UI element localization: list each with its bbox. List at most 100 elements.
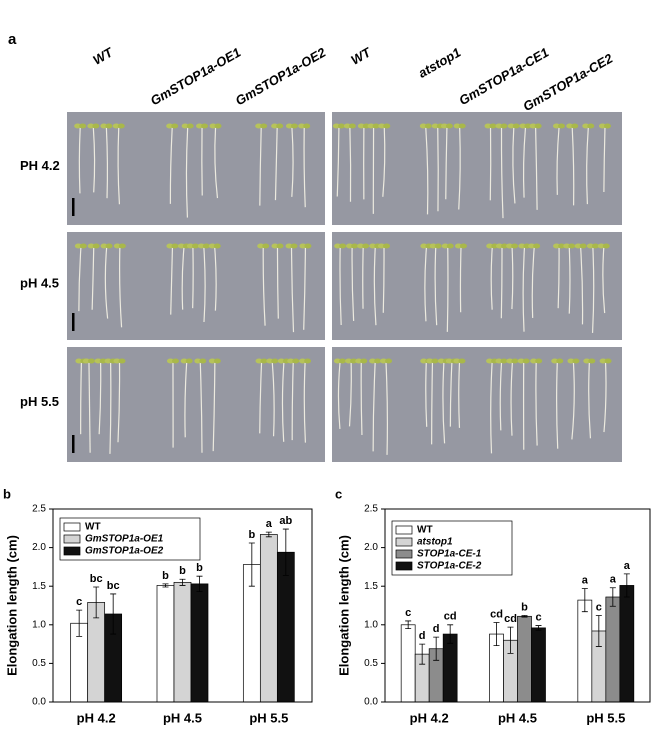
error-bar xyxy=(535,625,542,631)
seedling-root xyxy=(571,362,575,440)
seedling-leaf xyxy=(290,243,298,249)
seedling-leaf xyxy=(181,123,189,129)
seedling-leaf xyxy=(87,123,95,129)
seedling-root xyxy=(98,362,102,435)
bar xyxy=(619,585,635,703)
seedling-leaf xyxy=(534,123,542,129)
bar xyxy=(156,585,175,703)
error-bar xyxy=(265,531,272,538)
seedling-leaf xyxy=(74,123,82,129)
seedling-leaf xyxy=(420,243,428,249)
row-label: PH 4.2 xyxy=(20,158,60,173)
seedling-root xyxy=(449,362,453,427)
row-label: pH 4.5 xyxy=(20,275,59,290)
seedling-leaf xyxy=(209,123,217,129)
column-label: WT xyxy=(348,44,374,68)
seedling-leaf xyxy=(512,123,520,129)
seedling-root xyxy=(557,247,560,309)
seedling-leaf xyxy=(535,358,543,364)
seedling-root xyxy=(117,362,121,443)
seedling-leaf xyxy=(459,243,467,249)
seedling-leaf xyxy=(298,123,306,129)
seedling-root xyxy=(373,247,377,326)
seedling-leaf xyxy=(440,123,448,129)
seedling-leaf xyxy=(290,123,298,129)
significance-letter: c xyxy=(76,596,82,608)
seedling-root xyxy=(591,247,595,333)
seedling-leaf xyxy=(579,243,587,249)
y-tick-label: 0.5 xyxy=(364,658,378,669)
seedling-leaf xyxy=(194,358,202,364)
error-bar xyxy=(419,643,426,665)
x-tick-label: pH 4.5 xyxy=(163,710,202,725)
seedling-leaf xyxy=(519,123,527,129)
panel-label: a xyxy=(8,31,17,48)
seedling-root xyxy=(442,362,446,444)
seedling-root xyxy=(372,362,376,452)
seedling-leaf xyxy=(458,358,466,364)
seedling-leaf xyxy=(374,358,382,364)
seedling-root xyxy=(556,362,559,449)
seedling-leaf xyxy=(533,243,541,249)
significance-letter: b xyxy=(179,565,186,577)
error-bar xyxy=(196,575,203,593)
seedling-root xyxy=(382,127,386,197)
seedling-leaf xyxy=(260,358,268,364)
seedling-leaf xyxy=(113,243,121,249)
significance-letter: a xyxy=(582,574,589,586)
seedling-leaf xyxy=(79,123,87,129)
error-bar xyxy=(623,573,630,598)
bar xyxy=(531,627,546,703)
seedling-leaf xyxy=(517,358,525,364)
seedling-leaf xyxy=(304,358,312,364)
seedling-leaf xyxy=(591,243,599,249)
seedling-leaf xyxy=(171,123,179,129)
seedling-leaf xyxy=(208,358,216,364)
seedling-leaf xyxy=(196,123,204,129)
seedling-leaf xyxy=(445,358,453,364)
seedling-root xyxy=(88,362,91,453)
significance-letter: a xyxy=(610,574,617,586)
seedling-leaf xyxy=(348,123,356,129)
error-bar xyxy=(433,636,440,661)
seedling-leaf xyxy=(484,123,492,129)
seedling-leaf xyxy=(276,243,284,249)
seedling-leaf xyxy=(201,123,209,129)
seedling-leaf xyxy=(431,358,439,364)
seedling-root xyxy=(78,247,82,312)
error-bar xyxy=(248,542,255,587)
seedling-leaf xyxy=(166,123,174,129)
y-tick-label: 1.0 xyxy=(364,619,378,630)
seedling-root xyxy=(500,127,504,219)
seedling-leaf xyxy=(100,123,108,129)
seedling-leaf xyxy=(453,358,461,364)
seedling-leaf xyxy=(112,123,120,129)
seedling-leaf xyxy=(339,243,347,249)
seedling-root xyxy=(425,127,429,215)
y-tick-label: 0.0 xyxy=(364,697,378,708)
legend-box xyxy=(59,517,201,561)
seedling-leaf xyxy=(118,243,126,249)
seedling-leaf xyxy=(79,243,87,249)
seedling-root xyxy=(500,247,503,319)
seedling-leaf xyxy=(431,123,439,129)
seedling-root xyxy=(522,127,527,198)
legend-swatch xyxy=(395,561,413,571)
seedling-root xyxy=(105,127,109,199)
error-bar xyxy=(76,609,83,637)
seedling-leaf xyxy=(445,123,453,129)
seedling-leaf xyxy=(530,358,538,364)
seedling-root xyxy=(348,362,352,427)
seedling-root xyxy=(78,127,81,194)
seedling-leaf xyxy=(343,123,351,129)
seedling-root xyxy=(499,362,503,431)
seedling-root xyxy=(603,362,607,433)
seedling-leaf xyxy=(191,243,199,249)
y-tick-label: 1.5 xyxy=(32,581,46,592)
seedling-root xyxy=(336,127,340,197)
seedling-leaf xyxy=(262,243,270,249)
seedling-root xyxy=(490,247,493,310)
seedling-leaf xyxy=(369,358,377,364)
seedling-root xyxy=(586,127,589,205)
